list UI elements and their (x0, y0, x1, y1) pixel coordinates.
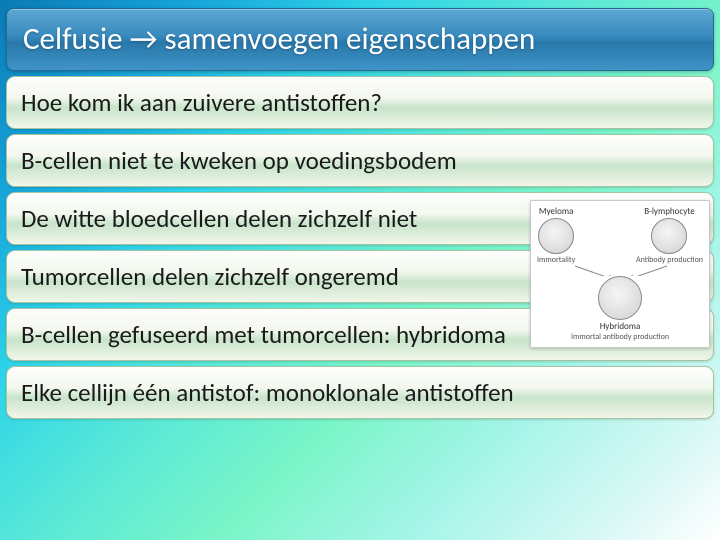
diagram-top-row: Myeloma Immortality B-lymphocyte Antibod… (537, 207, 703, 264)
slide-title: Celfusie → samenvoegen eigenschappen (6, 8, 714, 71)
bullet-item-6: Elke cellijn één antistof: monoklonale a… (6, 366, 714, 419)
hybridoma-cell-icon (598, 276, 642, 320)
blymphocyte-sub: Antibody production (636, 256, 703, 264)
fusion-arrows-icon (537, 264, 705, 276)
myeloma-cell-icon (538, 218, 574, 254)
hybridoma-label: Hybridoma (600, 322, 641, 331)
diagram-bottom-row: Hybridoma Immortal antibody production (537, 276, 703, 341)
hybridoma-node: Hybridoma Immortal antibody production (571, 276, 669, 341)
blymphocyte-node: B-lymphocyte Antibody production (636, 207, 703, 264)
blymphocyte-cell-icon (651, 218, 687, 254)
bullet-item-2: B-cellen niet te kweken op voedingsbodem (6, 134, 714, 187)
hybridoma-diagram: Myeloma Immortality B-lymphocyte Antibod… (530, 200, 710, 348)
myeloma-node: Myeloma Immortality (537, 207, 575, 264)
blymphocyte-label: B-lymphocyte (644, 207, 695, 216)
myeloma-label: Myeloma (539, 207, 573, 216)
myeloma-sub: Immortality (537, 256, 575, 264)
bullet-item-1: Hoe kom ik aan zuivere antistoffen? (6, 76, 714, 129)
hybridoma-sub: Immortal antibody production (571, 333, 669, 341)
